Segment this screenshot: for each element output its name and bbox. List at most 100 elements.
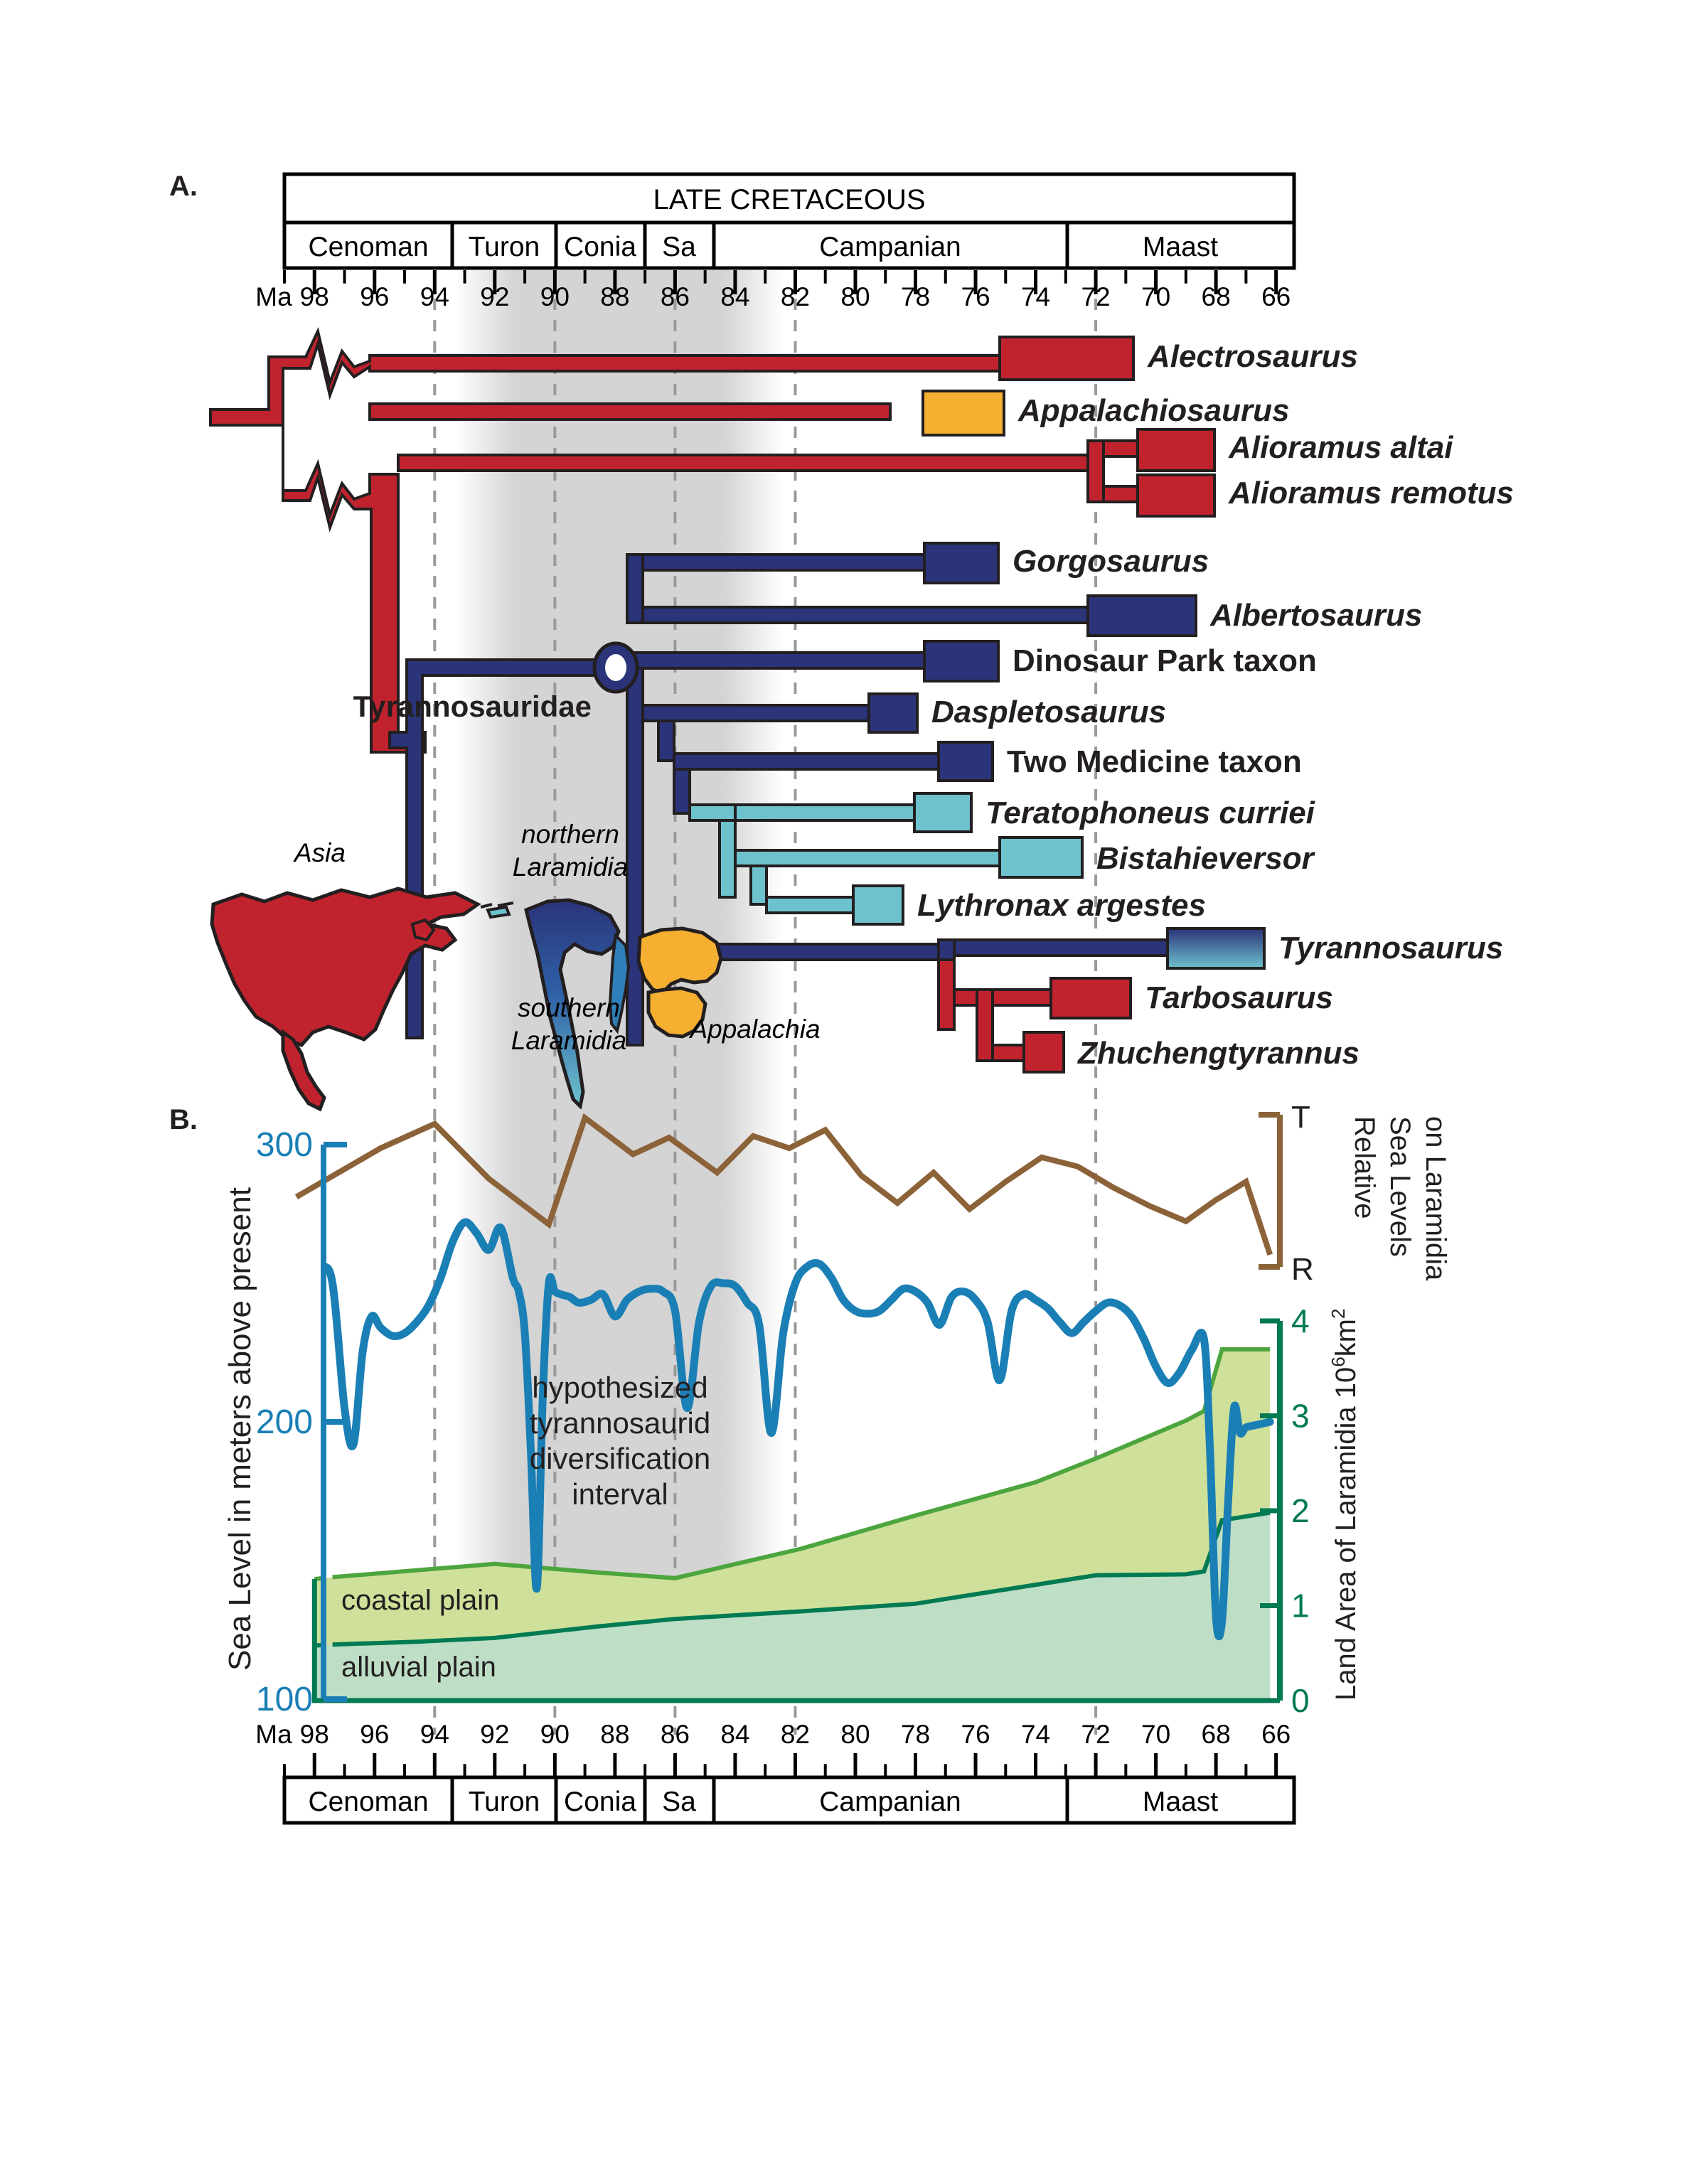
range-box-zhuchengtyrannus: [1022, 1031, 1065, 1074]
taxon-label-daspletosaurus: Daspletosaurus: [931, 695, 1166, 729]
branch-teratophoneus: [734, 803, 916, 822]
branch-tarbosaurus: [991, 988, 1052, 1007]
branch-zhuchengtyrannus: [991, 1044, 1025, 1062]
axis-tick-label-300: 300: [256, 1126, 313, 1164]
axis-sea-level-left: 300 200 100 Sea Level in meters above pr…: [223, 1126, 347, 1718]
map-label-southern-laramidia-1: southern: [518, 993, 620, 1022]
map-label-asia: Asia: [293, 838, 346, 867]
taxon-label-lythronax-argestes: Lythronax argestes: [917, 888, 1206, 923]
range-box-lythronax: [852, 884, 904, 926]
branch-albertosaurinae-split: [626, 553, 644, 624]
map-asia-island: [410, 918, 436, 942]
taxon-label-appalachiosaurus: Appalachiosaurus: [1017, 393, 1289, 428]
range-box-alioramus-remotus: [1136, 473, 1216, 518]
axis-tick-label-T: T: [1291, 1100, 1310, 1135]
range-box-tarbosaurus: [1049, 977, 1132, 1019]
branch-tyrannosaurinae-spine: [626, 667, 644, 1046]
annotation-line-4: interval: [572, 1477, 668, 1511]
annotation-diversification-interval: hypothesized tyrannosaurid diversificati…: [530, 1371, 710, 1511]
range-box-alioramus-altai: [1136, 428, 1216, 472]
range-box-dinosaur-park-taxon: [923, 640, 1000, 682]
land-area-tick-label-2: 2: [1291, 1492, 1310, 1529]
map-bering-islet: [486, 905, 511, 919]
branch-tyrannosaurus: [953, 938, 1169, 957]
map-appalachia-south: [646, 986, 707, 1039]
branch-alioramus-split: [1086, 439, 1105, 503]
stage-label-campanian-bottom: Campanian: [819, 1787, 961, 1817]
branch-tyr-node-2: [673, 768, 691, 815]
tick-label-86: 86: [661, 1720, 690, 1749]
branch-appalachiosaurus: [368, 402, 892, 421]
sea-level-curve: [324, 1218, 1274, 1641]
label-alluvial-plain: alluvial plain: [341, 1652, 496, 1683]
map-laramidia-shape: [524, 898, 621, 1110]
tick-label-70: 70: [1141, 1720, 1170, 1749]
ma-label-b: Ma: [255, 1720, 292, 1749]
branch-bistahieversor: [734, 849, 1001, 867]
branch-tarbosaurus-node: [976, 988, 994, 1062]
axis-tick-label-100: 100: [256, 1681, 313, 1718]
land-area-border: [311, 1579, 1271, 1703]
map-label-southern-laramidia-2: Laramidia: [511, 1026, 626, 1055]
label-coastal-plain: coastal plain: [341, 1585, 499, 1616]
axis-land-area-right: 0 1 2 3 4 Land Area of Laramidia 106km2: [1260, 1302, 1362, 1719]
tick-label-76: 76: [961, 282, 990, 311]
range-box-tyrannosaurus: [1166, 927, 1266, 970]
map-laramidia-east-strip: [608, 932, 631, 1034]
stage-label-sa-top: Sa: [662, 232, 696, 262]
axis-label-sea-level-left: Sea Level in meters above present: [223, 1187, 257, 1671]
range-box-alectrosaurus: [998, 336, 1135, 381]
taxon-label-gorgosaurus: Gorgosaurus: [1013, 544, 1209, 579]
annotation-line-3: diversification: [530, 1442, 710, 1475]
tick-label-76: 76: [961, 1720, 990, 1749]
tick-label-78: 78: [901, 282, 930, 311]
tick-label-80: 80: [840, 1720, 870, 1749]
stage-label-turon-bottom: Turon: [469, 1787, 540, 1817]
axis-label-relative-sea-levels-line2: Sea Levels: [1384, 1116, 1416, 1257]
tick-label-80: 80: [840, 282, 870, 311]
branch-tyrannosauridae-backbone: [388, 658, 629, 1039]
branch-alioramus-stem: [397, 454, 1089, 472]
land-area-tick-label-4: 4: [1291, 1302, 1310, 1339]
stage-label-maast-top: Maast: [1143, 232, 1218, 262]
taxon-label-two-medicine-taxon: Two Medicine taxon: [1007, 744, 1302, 779]
map-label-northern-laramidia-2: Laramidia: [513, 852, 628, 882]
axis-label-land-area: Land Area of Laramidia 106km2: [1328, 1309, 1362, 1701]
panel-a: A. LATE CRETACEOUS Cenoman Turon Conia S…: [169, 171, 1514, 1112]
tick-label-94: 94: [420, 1720, 449, 1749]
taxon-label-alioramus-remotus: Alioramus remotus: [1228, 476, 1514, 510]
branch-alioramus-altai: [1102, 439, 1139, 458]
stage-label-sa-bottom: Sa: [662, 1787, 696, 1817]
map-appalachia-north: [636, 926, 723, 995]
taxon-label-alioramus-altai: Alioramus altai: [1228, 430, 1453, 465]
annotation-line-1: hypothesized: [532, 1371, 708, 1404]
tick-label-96: 96: [360, 282, 389, 311]
tree-range-boxes: [852, 336, 1266, 1074]
branch-teal-node-2: [749, 864, 768, 906]
stage-label-cenoman-top: Cenoman: [308, 232, 428, 262]
timescale-tick-labels-a: 98 96 94 92 90 88 86 84 82 80 78 76 74 72 70 68 66: [300, 282, 1291, 311]
stage-label-cenoman-bottom: Cenoman: [308, 1787, 428, 1817]
axis-relative-sea-levels-right: T R Relative Sea Levels on Laramidia: [1259, 1100, 1451, 1287]
range-box-two-medicine-taxon: [937, 741, 994, 782]
branch-root-red: [209, 326, 1001, 754]
stage-boxes-top: Cenoman Turon Conia Sa Campanian Maast: [282, 220, 1296, 270]
branch-two-medicine-taxon: [673, 752, 940, 771]
tick-label-92: 92: [480, 282, 509, 311]
taxon-label-albertosaurus: Albertosaurus: [1209, 598, 1422, 633]
tick-label-84: 84: [720, 1720, 749, 1749]
stage-boxes-bottom: Cenoman Turon Conia Sa Campanian Maast: [282, 1775, 1296, 1825]
tick-label-90: 90: [540, 1720, 570, 1749]
range-box-teratophoneus: [913, 792, 973, 833]
taxon-label-zhuchengtyrannus: Zhuchengtyrannus: [1077, 1036, 1360, 1071]
map-label-northern-laramidia-1: northern: [521, 820, 619, 849]
stage-label-turon-top: Turon: [469, 232, 540, 262]
era-label: LATE CRETACEOUS: [653, 184, 925, 215]
timescale-tick-labels-b: 98 96 94 92 90 88 86 84 82 80 78 76 74 72 70 68 66: [300, 1720, 1291, 1749]
map-asia-peninsula: [281, 1029, 326, 1112]
branch-asia-split: [937, 958, 956, 1031]
tick-label-92: 92: [480, 1720, 509, 1749]
